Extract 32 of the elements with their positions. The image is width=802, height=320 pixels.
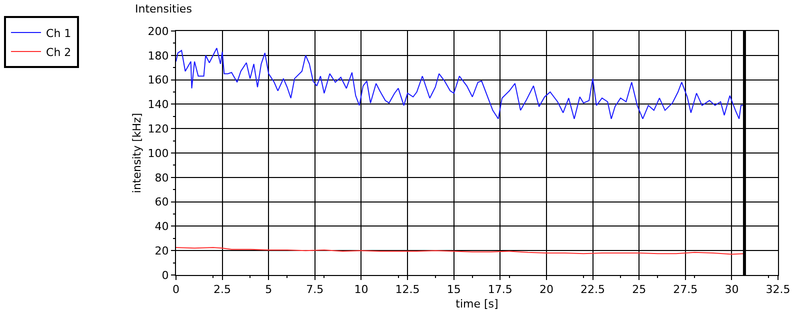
line-series — [176, 48, 746, 120]
legend-label: Ch 1 — [46, 26, 72, 40]
x-tick-label: 7.5 — [306, 283, 324, 296]
y-tick-label: 180 — [148, 49, 169, 62]
x-tick-label: 10 — [354, 283, 368, 296]
y-tick-label: 20 — [154, 244, 169, 258]
y-tick-label: 200 — [148, 24, 169, 38]
x-tick-label: 5 — [265, 283, 272, 296]
x-tick-label: 12.5 — [395, 283, 420, 296]
x-tick-label: 15 — [446, 283, 461, 296]
x-tick-label: 20 — [539, 283, 554, 296]
x-tick-label: 27.5 — [673, 283, 698, 296]
y-tick-label: 0 — [162, 268, 169, 282]
x-axis-title: time [s] — [456, 297, 498, 310]
y-tick-label: 40 — [154, 220, 169, 234]
x-tick-label: 0 — [172, 283, 180, 296]
x-tick-label: 30 — [724, 283, 739, 296]
x-tick-label: 32.5 — [766, 283, 790, 296]
y-tick-label: 160 — [148, 74, 169, 87]
y-tick-label: 80 — [154, 171, 169, 184]
x-tick-label: 17.5 — [488, 283, 512, 296]
y-tick-label: 120 — [148, 122, 169, 136]
x-tick-label: 22.5 — [580, 283, 606, 296]
line-series — [176, 247, 746, 255]
y-tick-label: 100 — [148, 146, 169, 160]
chart-title: Intensities — [135, 2, 192, 16]
y-tick-label: 140 — [148, 98, 169, 112]
x-tick-label: 25 — [632, 283, 646, 296]
y-axis-title: intensity [kHz] — [130, 112, 144, 194]
x-tick-label: 2.5 — [214, 283, 232, 296]
y-tick-label: 60 — [154, 196, 169, 209]
legend-label: Ch 2 — [46, 46, 72, 59]
